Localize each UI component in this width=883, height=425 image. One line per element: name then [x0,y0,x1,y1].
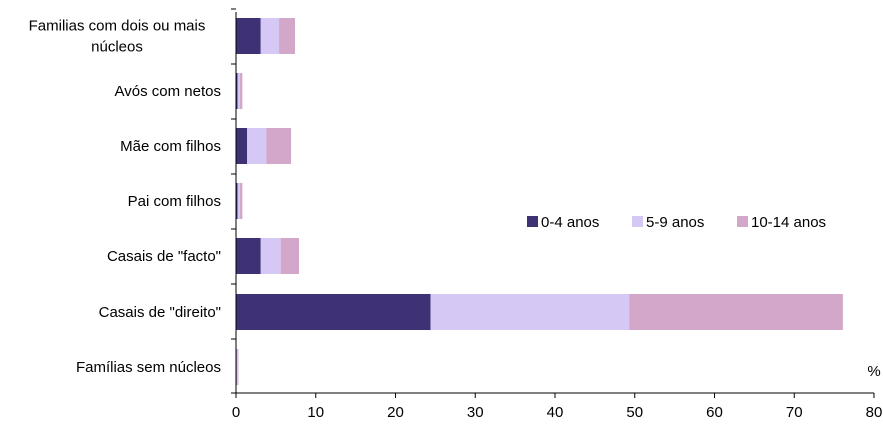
x-axis: 0 10 20 30 40 50 60 70 80 [231,8,883,421]
bar-segment [266,128,292,164]
bar-segment [279,18,296,54]
bar-segment [236,183,238,219]
bar-segment [236,238,261,274]
bar-segment [237,349,239,385]
category-labels: Familias com dois ou mais núcleos Avós com… [29,18,221,377]
category-label: Casais de "facto" [107,248,221,265]
bar-segment [239,73,243,109]
bar-segment [430,294,630,330]
category-label: Familias com dois ou mais [29,18,206,35]
x-tick-label: 20 [387,404,404,421]
bar-segment [237,183,240,219]
category-label: Pai com filhos [128,193,221,210]
x-tick-label: 80 [866,404,883,421]
bar-segment [280,238,300,274]
bar-segment [260,238,281,274]
bar-segment [237,73,240,109]
category-label: Avós com netos [115,83,221,100]
x-tick-label: 50 [626,404,643,421]
bar-segment [236,128,248,164]
unit-label: % [867,363,880,380]
bar-segment [260,18,280,54]
bar-segment [629,294,843,330]
legend-label: 0-4 anos [541,214,599,231]
legend-swatch [527,216,538,227]
category-label: Famílias sem núcleos [76,359,221,376]
bar-segment [247,128,267,164]
x-tick-label: 70 [786,404,803,421]
bar-segment [236,73,238,109]
x-tick-label: 30 [467,404,484,421]
bar-segment [236,18,261,54]
bar-segment [236,349,238,385]
x-tick-label: 60 [706,404,723,421]
bars [236,18,843,385]
category-label: núcleos [91,39,143,56]
legend: 0-4 anos 5-9 anos 10-14 anos [527,214,826,231]
category-label: Casais de "direito" [99,304,221,321]
x-tick-label: 0 [232,404,240,421]
x-tick-label: 10 [307,404,324,421]
legend-swatch [632,216,643,227]
legend-swatch [737,216,748,227]
legend-label: 10-14 anos [751,214,826,231]
bar-segment [239,183,243,219]
x-tick-label: 40 [547,404,564,421]
category-label: Mãe com filhos [120,138,221,155]
bar-segment [236,294,431,330]
legend-label: 5-9 anos [646,214,704,231]
